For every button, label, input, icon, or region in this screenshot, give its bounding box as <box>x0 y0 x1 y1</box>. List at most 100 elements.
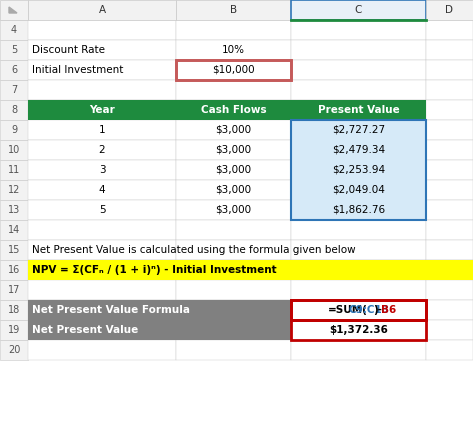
Text: 9: 9 <box>11 125 17 135</box>
Bar <box>176 100 291 120</box>
Bar <box>291 120 426 140</box>
Bar <box>0 160 28 180</box>
Bar <box>291 160 426 180</box>
Text: 1: 1 <box>99 125 105 135</box>
Bar <box>291 260 426 280</box>
Bar <box>426 280 473 300</box>
Bar <box>0 260 28 280</box>
Text: Cash Flows: Cash Flows <box>201 105 266 115</box>
Bar <box>28 60 176 80</box>
Text: $2,727.27: $2,727.27 <box>332 125 385 135</box>
Bar <box>291 160 426 180</box>
Bar <box>176 60 291 80</box>
Text: 20: 20 <box>8 345 20 355</box>
Bar <box>28 320 291 340</box>
Bar <box>291 180 426 200</box>
Text: $2,479.34: $2,479.34 <box>332 145 385 155</box>
Bar <box>176 120 291 140</box>
Bar <box>291 100 426 120</box>
Bar <box>291 0 426 20</box>
Bar <box>0 340 28 360</box>
Bar <box>291 40 426 60</box>
Bar <box>28 100 176 120</box>
Bar <box>28 40 176 60</box>
Bar <box>28 320 176 340</box>
Bar <box>176 200 291 220</box>
Text: $1,862.76: $1,862.76 <box>332 205 385 215</box>
Bar <box>426 160 473 180</box>
Bar <box>0 280 28 300</box>
Bar <box>176 0 291 20</box>
Bar <box>28 340 176 360</box>
Bar <box>291 300 426 320</box>
Bar <box>28 300 291 320</box>
Bar <box>0 180 28 200</box>
Bar <box>291 140 426 160</box>
Bar <box>291 300 426 320</box>
Bar <box>0 20 28 40</box>
Bar <box>426 240 473 260</box>
Text: 11: 11 <box>8 165 20 175</box>
Text: Discount Rate: Discount Rate <box>32 45 105 55</box>
Text: D: D <box>446 5 454 15</box>
Text: $2,253.94: $2,253.94 <box>332 165 385 175</box>
Text: 13: 13 <box>8 205 20 215</box>
Bar <box>28 200 176 220</box>
Text: 12: 12 <box>8 185 20 195</box>
Bar <box>291 240 426 260</box>
Bar <box>291 20 426 40</box>
Bar <box>0 120 28 140</box>
Bar <box>28 220 176 240</box>
Bar <box>291 80 426 100</box>
Text: 4: 4 <box>99 185 105 195</box>
Bar <box>176 220 291 240</box>
Bar <box>291 60 426 80</box>
Bar <box>426 100 473 120</box>
Text: 16: 16 <box>8 265 20 275</box>
Text: Net Present Value: Net Present Value <box>32 325 138 335</box>
Bar <box>291 300 426 320</box>
Text: Net Present Value Formula: Net Present Value Formula <box>32 305 190 315</box>
Bar <box>176 180 291 200</box>
Bar <box>291 140 426 160</box>
Bar <box>28 180 176 200</box>
Bar <box>0 240 28 260</box>
Text: )-: )- <box>373 305 382 315</box>
Bar <box>426 60 473 80</box>
Bar <box>0 200 28 220</box>
Text: 15: 15 <box>8 245 20 255</box>
Text: Present Value: Present Value <box>318 105 399 115</box>
Polygon shape <box>9 7 17 13</box>
Text: $1,372.36: $1,372.36 <box>329 325 388 335</box>
Bar <box>291 220 426 240</box>
Text: $3,000: $3,000 <box>215 165 252 175</box>
Bar <box>0 100 28 120</box>
Text: 6: 6 <box>11 65 17 75</box>
Text: Year: Year <box>89 105 115 115</box>
Bar <box>28 100 176 120</box>
Text: 17: 17 <box>8 285 20 295</box>
Bar <box>28 300 176 320</box>
Text: 5: 5 <box>99 205 105 215</box>
Text: B6: B6 <box>381 305 396 315</box>
Bar <box>291 300 426 320</box>
Bar <box>0 320 28 340</box>
Bar <box>291 100 426 120</box>
Text: 7: 7 <box>11 85 17 95</box>
Bar <box>176 140 291 160</box>
Bar <box>176 300 291 320</box>
Text: 8: 8 <box>11 105 17 115</box>
Bar <box>176 280 291 300</box>
Bar <box>176 80 291 100</box>
Text: 18: 18 <box>8 305 20 315</box>
Bar <box>0 220 28 240</box>
Text: 3: 3 <box>99 165 105 175</box>
Bar <box>426 300 473 320</box>
Text: NPV = Σ(CFₙ / (1 + i)ⁿ) - Initial Investment: NPV = Σ(CFₙ / (1 + i)ⁿ) - Initial Invest… <box>32 265 277 275</box>
Text: 14: 14 <box>8 225 20 235</box>
Bar <box>426 180 473 200</box>
Bar <box>176 100 291 120</box>
Bar <box>291 320 426 340</box>
Bar <box>176 160 291 180</box>
Bar <box>176 320 291 340</box>
